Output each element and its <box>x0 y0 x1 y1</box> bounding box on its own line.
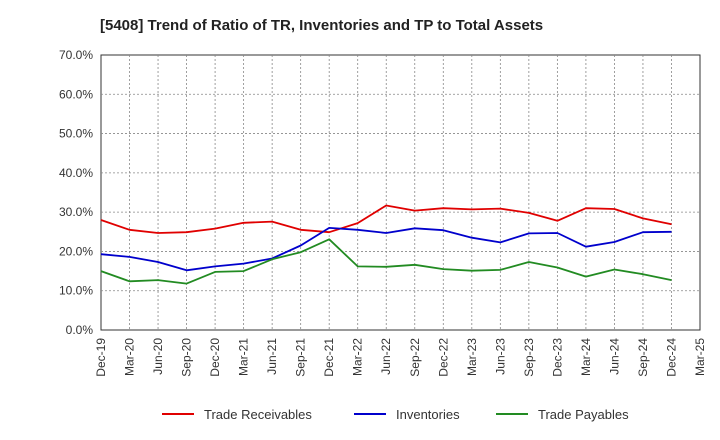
x-tick-label: Sep-20 <box>180 338 194 377</box>
grid-layer <box>100 54 701 331</box>
x-tick-label: Dec-22 <box>436 338 450 377</box>
x-tick-label: Mar-21 <box>237 338 251 376</box>
x-tick-label: Jun-24 <box>607 338 621 375</box>
x-tick-label: Mar-20 <box>123 338 137 376</box>
y-tick-label: 10.0% <box>59 284 93 298</box>
x-tick-label: Dec-23 <box>550 338 564 377</box>
legend: Trade Receivables Inventories Trade Payabl… <box>162 407 629 422</box>
legend-item-trade-payables: Trade Payables <box>496 407 629 422</box>
y-tick-label: 70.0% <box>59 48 93 62</box>
axis-layer: 0.0% 10.0% 20.0% 30.0% 40.0% 50.0% 60.0% 70.0% D… <box>59 48 707 377</box>
x-tick-label: Sep-21 <box>294 338 308 377</box>
x-tick-label: Jun-21 <box>265 338 279 375</box>
legend-item-trade-receivables: Trade Receivables <box>162 407 312 422</box>
series-line-trade-receivables <box>100 204 672 234</box>
x-tick-label: Jun-22 <box>379 338 393 375</box>
x-tick-label: Mar-25 <box>693 338 707 376</box>
series-line-inventories <box>100 226 672 272</box>
y-tick-label: 0.0% <box>66 323 94 337</box>
y-tick-label: 20.0% <box>59 244 93 258</box>
y-tick-label: 40.0% <box>59 166 93 180</box>
x-tick-label: Jun-20 <box>151 338 165 375</box>
x-tick-label: Dec-19 <box>94 338 108 377</box>
y-tick-label: 60.0% <box>59 87 93 101</box>
y-tick-label: 30.0% <box>59 205 93 219</box>
legend-label: Trade Payables <box>538 407 629 422</box>
x-tick-label: Dec-20 <box>208 338 222 377</box>
x-tick-label: Mar-24 <box>579 338 593 376</box>
x-tick-label: Mar-22 <box>351 338 365 376</box>
legend-label: Trade Receivables <box>204 407 312 422</box>
x-tick-label: Sep-24 <box>636 338 650 377</box>
legend-item-inventories: Inventories <box>354 407 460 422</box>
x-tick-label: Sep-22 <box>408 338 422 377</box>
series-line-trade-payables <box>100 238 672 285</box>
x-tick-label: Sep-23 <box>522 338 536 377</box>
x-tick-label: Dec-21 <box>322 338 336 377</box>
plot-frame <box>100 54 701 331</box>
chart-title: [5408] Trend of Ratio of TR, Inventories… <box>100 17 543 34</box>
x-tick-label: Mar-23 <box>465 338 479 376</box>
y-tick-label: 50.0% <box>59 127 93 141</box>
legend-label: Inventories <box>396 407 460 422</box>
series-layer <box>100 204 672 285</box>
x-tick-label: Jun-23 <box>493 338 507 375</box>
x-tick-label: Dec-24 <box>664 338 678 377</box>
